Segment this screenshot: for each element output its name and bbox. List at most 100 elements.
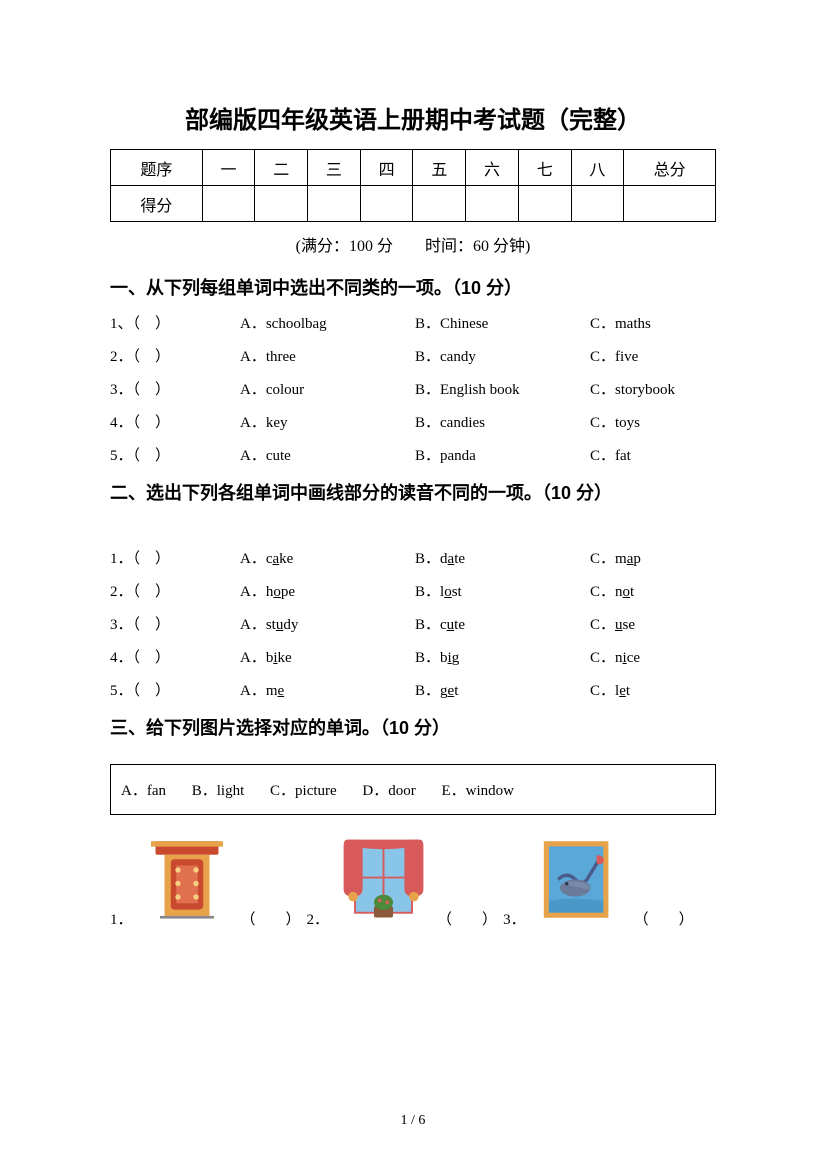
s2-q2-c: C．not (590, 580, 710, 601)
s1-q4-a: A．key (240, 411, 415, 432)
s1-q4-num: 4．（ ） (110, 411, 240, 432)
page-number: 1 / 6 (0, 1113, 826, 1129)
pic3-num: 3． (503, 908, 526, 929)
s1-q3-b: B．English book (415, 378, 590, 399)
cell-v8[interactable] (571, 186, 624, 222)
cell-h4: 四 (360, 150, 413, 186)
cell-h3: 三 (308, 150, 361, 186)
s2-q3-num: 3．（ ） (110, 613, 240, 634)
pic2-num: 2． (307, 908, 330, 929)
s1-q3-a: A．colour (240, 378, 415, 399)
cell-h5: 五 (413, 150, 466, 186)
score-table-value-row: 得分 (111, 186, 716, 222)
opt-d: D．door (362, 783, 415, 799)
pics-row: 1． （ ） 2． (110, 829, 716, 929)
cell-v1[interactable] (202, 186, 255, 222)
door-icon (137, 829, 237, 929)
cell-v5[interactable] (413, 186, 466, 222)
cell-h7: 七 (518, 150, 571, 186)
opt-c: C．picture (270, 783, 337, 799)
cell-v6[interactable] (466, 186, 519, 222)
s2-q3-c: C．use (590, 613, 710, 634)
s2-q1-b: B．date (415, 547, 590, 568)
pic2-paren[interactable]: （ ） (437, 908, 497, 929)
s2-q3-a: A．study (240, 613, 415, 634)
pic-item-2: 2． （ ） (307, 829, 498, 929)
cell-h6: 六 (466, 150, 519, 186)
s2-q4-a: A．bike (240, 646, 415, 667)
meta-line: (满分：100 分 时间：60 分钟) (110, 232, 716, 256)
s1-q1-a: A．schoolbag (240, 312, 415, 333)
s1-q5-c: C．fat (590, 444, 710, 465)
s1-q3-num: 3．（ ） (110, 378, 240, 399)
score-table-header-row: 题序 一 二 三 四 五 六 七 八 总分 (111, 150, 716, 186)
s1-q5-b: B．panda (415, 444, 590, 465)
cell-total: 总分 (624, 150, 716, 186)
s2-q3: 3．（ ） A．study B．cute C．use (110, 613, 716, 634)
window-icon (333, 829, 433, 929)
s2-q3-b: B．cute (415, 613, 590, 634)
pic3-paren[interactable]: （ ） (634, 908, 694, 929)
s1-q1-c: C．maths (590, 312, 710, 333)
s2-q5-a: A．me (240, 679, 415, 700)
s2-q2-num: 2．（ ） (110, 580, 240, 601)
s2-q1-a: A．cake (240, 547, 415, 568)
score-table: 题序 一 二 三 四 五 六 七 八 总分 得分 (110, 149, 716, 222)
s1-q3: 3．（ ） A．colour B．English book C．storyboo… (110, 378, 716, 399)
section1-body: 1、（ ） A．schoolbag B．Chinese C．maths 2．（ … (110, 312, 716, 465)
s1-q3-c: C．storybook (590, 378, 710, 399)
opt-e: E．window (442, 783, 515, 799)
cell-v4[interactable] (360, 186, 413, 222)
s2-q2-a: A．hope (240, 580, 415, 601)
cell-v3[interactable] (308, 186, 361, 222)
cell-h8: 八 (571, 150, 624, 186)
s1-q4: 4．（ ） A．key B．candies C．toys (110, 411, 716, 432)
page-title: 部编版四年级英语上册期中考试题（完整） (110, 100, 716, 135)
s2-q2-b: B．lost (415, 580, 590, 601)
opt-a: A．fan (121, 783, 166, 799)
pic1-paren[interactable]: （ ） (241, 908, 301, 929)
cell-h1: 一 (202, 150, 255, 186)
cell-defen: 得分 (111, 186, 203, 222)
s2-q5-num: 5．（ ） (110, 679, 240, 700)
s1-q5: 5．（ ） A．cute B．panda C．fat (110, 444, 716, 465)
s1-q2-a: A．three (240, 345, 415, 366)
pic-item-1: 1． （ ） (110, 829, 301, 929)
s2-q4-b: B．big (415, 646, 590, 667)
picture-icon (530, 829, 630, 929)
s1-q5-num: 5．（ ） (110, 444, 240, 465)
s1-q2-c: C．five (590, 345, 710, 366)
s2-q4-c: C．nice (590, 646, 710, 667)
s1-q1-num: 1、（ ） (110, 312, 240, 333)
section2-title: 二、选出下列各组单词中画线部分的读音不同的一项。（10 分） (110, 479, 716, 505)
s1-q5-a: A．cute (240, 444, 415, 465)
pic-item-3: 3． （ ） (503, 829, 694, 929)
s1-q2-b: B．candy (415, 345, 590, 366)
options-box: A．fan B．light C．picture D．door E．window (110, 764, 716, 815)
s2-q5-c: C．let (590, 679, 710, 700)
s1-q4-c: C．toys (590, 411, 710, 432)
s2-q1-c: C．map (590, 547, 710, 568)
section2-body: 1．（ ） A．cake B．date C．map 2．（ ） A．hope B… (110, 547, 716, 700)
s2-q2: 2．（ ） A．hope B．lost C．not (110, 580, 716, 601)
s1-q1: 1、（ ） A．schoolbag B．Chinese C．maths (110, 312, 716, 333)
s2-q1-num: 1．（ ） (110, 547, 240, 568)
s1-q1-b: B．Chinese (415, 312, 590, 333)
s2-q5-b: B．get (415, 679, 590, 700)
cell-h2: 二 (255, 150, 308, 186)
s1-q2: 2．（ ） A．three B．candy C．five (110, 345, 716, 366)
cell-vtotal[interactable] (624, 186, 716, 222)
cell-tixu: 题序 (111, 150, 203, 186)
section3-title: 三、给下列图片选择对应的单词。（10 分） (110, 714, 716, 740)
cell-v7[interactable] (518, 186, 571, 222)
s1-q4-b: B．candies (415, 411, 590, 432)
cell-v2[interactable] (255, 186, 308, 222)
opt-b: B．light (192, 783, 245, 799)
s2-q4-num: 4．（ ） (110, 646, 240, 667)
s2-q4: 4．（ ） A．bike B．big C．nice (110, 646, 716, 667)
s2-q1: 1．（ ） A．cake B．date C．map (110, 547, 716, 568)
s1-q2-num: 2．（ ） (110, 345, 240, 366)
pic1-num: 1． (110, 908, 133, 929)
s2-q5: 5．（ ） A．me B．get C．let (110, 679, 716, 700)
section1-title: 一、从下列每组单词中选出不同类的一项。（10 分） (110, 274, 716, 300)
